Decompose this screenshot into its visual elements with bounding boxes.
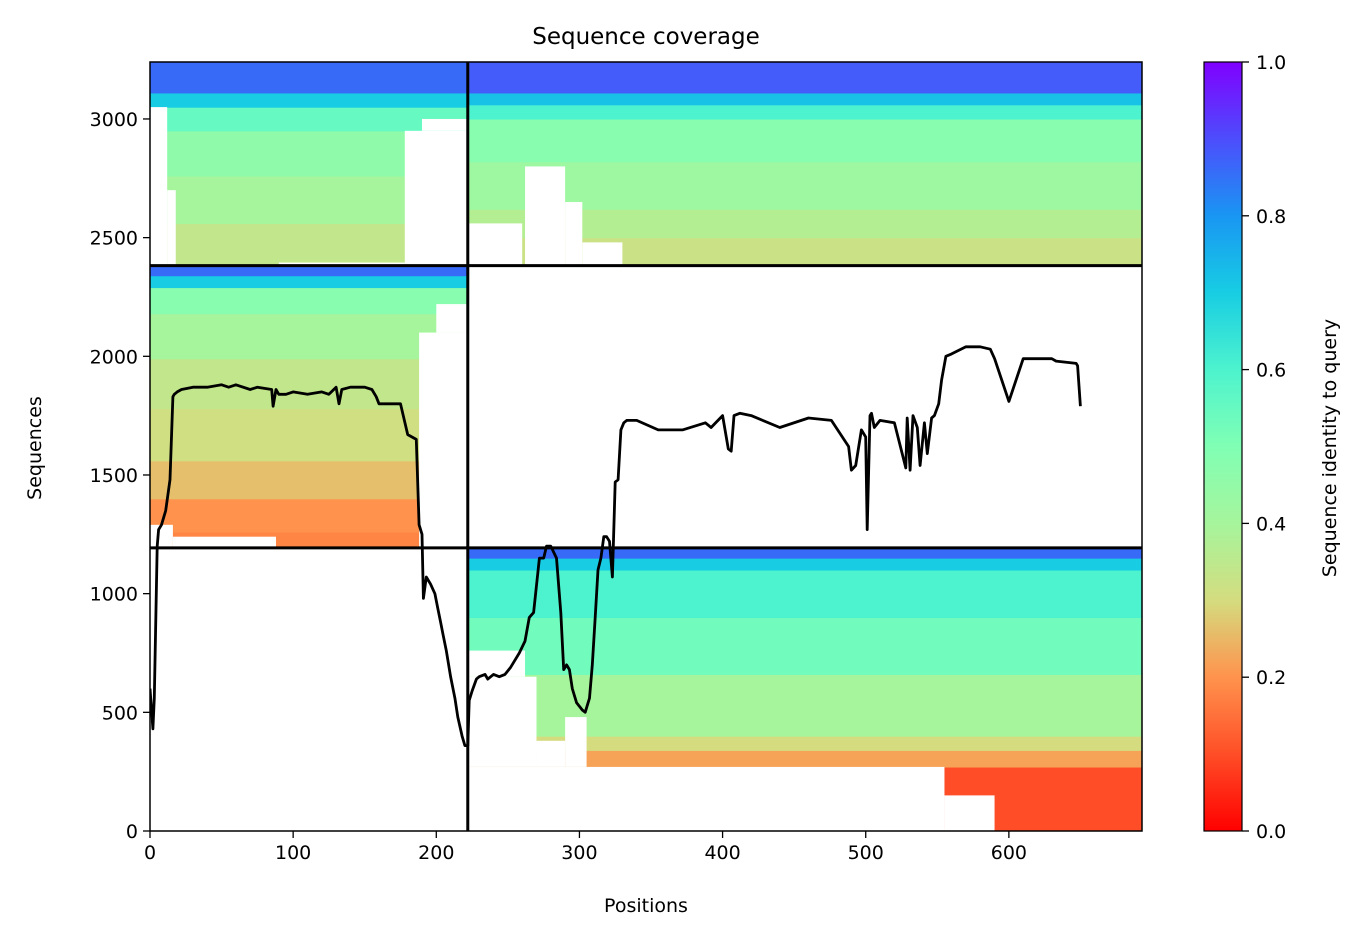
x-tick-label: 600: [991, 842, 1027, 864]
uncovered-region: [536, 740, 566, 767]
x-tick-label: 300: [561, 842, 597, 864]
identity-band: [150, 287, 468, 315]
uncovered-region: [421, 118, 468, 131]
colorbar-tick-label: 0.8: [1256, 206, 1286, 228]
identity-band: [150, 358, 468, 410]
colorbar-ticks: 0.0 0.2 0.4 0.6 0.8 1.0: [1242, 52, 1286, 843]
uncovered-region: [150, 107, 168, 266]
x-tick-label: 0: [144, 842, 156, 864]
uncovered-region: [436, 304, 468, 333]
block-middle-left: [150, 265, 468, 549]
colorbar-tick-label: 0.2: [1256, 667, 1286, 689]
identity-band: [467, 736, 1142, 751]
uncovered-region: [565, 202, 583, 266]
y-tick-label: 1000: [90, 584, 138, 606]
x-axis-ticks: 0 100 200 300 400 500 600: [144, 831, 1027, 864]
colorbar: [1203, 61, 1243, 832]
identity-band: [150, 460, 468, 500]
identity-band: [150, 408, 468, 462]
coverage-line: [150, 345, 1082, 747]
y-axis-ticks: 0 500 1000 1500 2000 2500 3000: [90, 109, 150, 843]
uncovered-region: [582, 242, 623, 266]
identity-band: [150, 313, 468, 360]
uncovered-region: [525, 166, 566, 266]
uncovered-region: [467, 223, 523, 266]
block-bottom-right: [467, 547, 1142, 831]
y-axis-label: Sequences: [24, 396, 46, 500]
coverage-line-layer: [150, 345, 1082, 747]
identity-band: [467, 547, 1142, 559]
uncovered-region: [172, 536, 276, 548]
coverage-heatmap: [150, 62, 1142, 831]
uncovered-region: [565, 717, 587, 767]
identity-band: [150, 498, 468, 533]
uncovered-region: [404, 130, 468, 266]
identity-band: [467, 104, 1142, 120]
uncovered-region: [278, 262, 405, 266]
plot-frame: [149, 61, 1143, 832]
x-tick-label: 100: [275, 842, 311, 864]
y-tick-label: 2500: [90, 228, 138, 250]
uncovered-region: [467, 650, 526, 677]
colorbar-tick-label: 0.0: [1256, 821, 1286, 843]
uncovered-region: [467, 766, 945, 831]
colorbar-label: Sequence identity to query: [1319, 319, 1341, 577]
identity-band: [467, 62, 1142, 94]
identity-band: [150, 107, 468, 132]
identity-band: [467, 118, 1142, 163]
x-tick-label: 500: [848, 842, 884, 864]
identity-band: [150, 265, 468, 277]
x-tick-label: 200: [418, 842, 454, 864]
uncovered-region: [167, 190, 176, 266]
identity-band: [467, 569, 1142, 618]
y-tick-label: 0: [126, 821, 138, 843]
identity-band: [467, 558, 1142, 571]
identity-band: [467, 161, 1142, 210]
uncovered-region: [467, 676, 537, 767]
uncovered-region: [419, 332, 468, 548]
block-top-right: [467, 62, 1142, 267]
identity-band: [467, 750, 1142, 768]
x-tick-label: 400: [704, 842, 740, 864]
uncovered-region: [150, 524, 173, 548]
identity-band: [467, 92, 1142, 106]
block-top-left: [150, 62, 468, 267]
identity-band: [467, 617, 1142, 675]
chart-title: Sequence coverage: [532, 24, 760, 50]
y-tick-label: 3000: [90, 109, 138, 131]
colorbar-tick-label: 1.0: [1256, 52, 1286, 74]
x-axis-label: Positions: [604, 895, 688, 917]
identity-band: [150, 92, 468, 108]
colorbar-tick-label: 0.6: [1256, 360, 1286, 382]
identity-band: [150, 62, 468, 94]
colorbar-tick-label: 0.4: [1256, 513, 1286, 535]
identity-band: [150, 275, 468, 289]
y-tick-label: 500: [102, 702, 138, 724]
uncovered-region: [944, 795, 995, 831]
y-tick-label: 1500: [90, 465, 138, 487]
y-tick-label: 2000: [90, 346, 138, 368]
